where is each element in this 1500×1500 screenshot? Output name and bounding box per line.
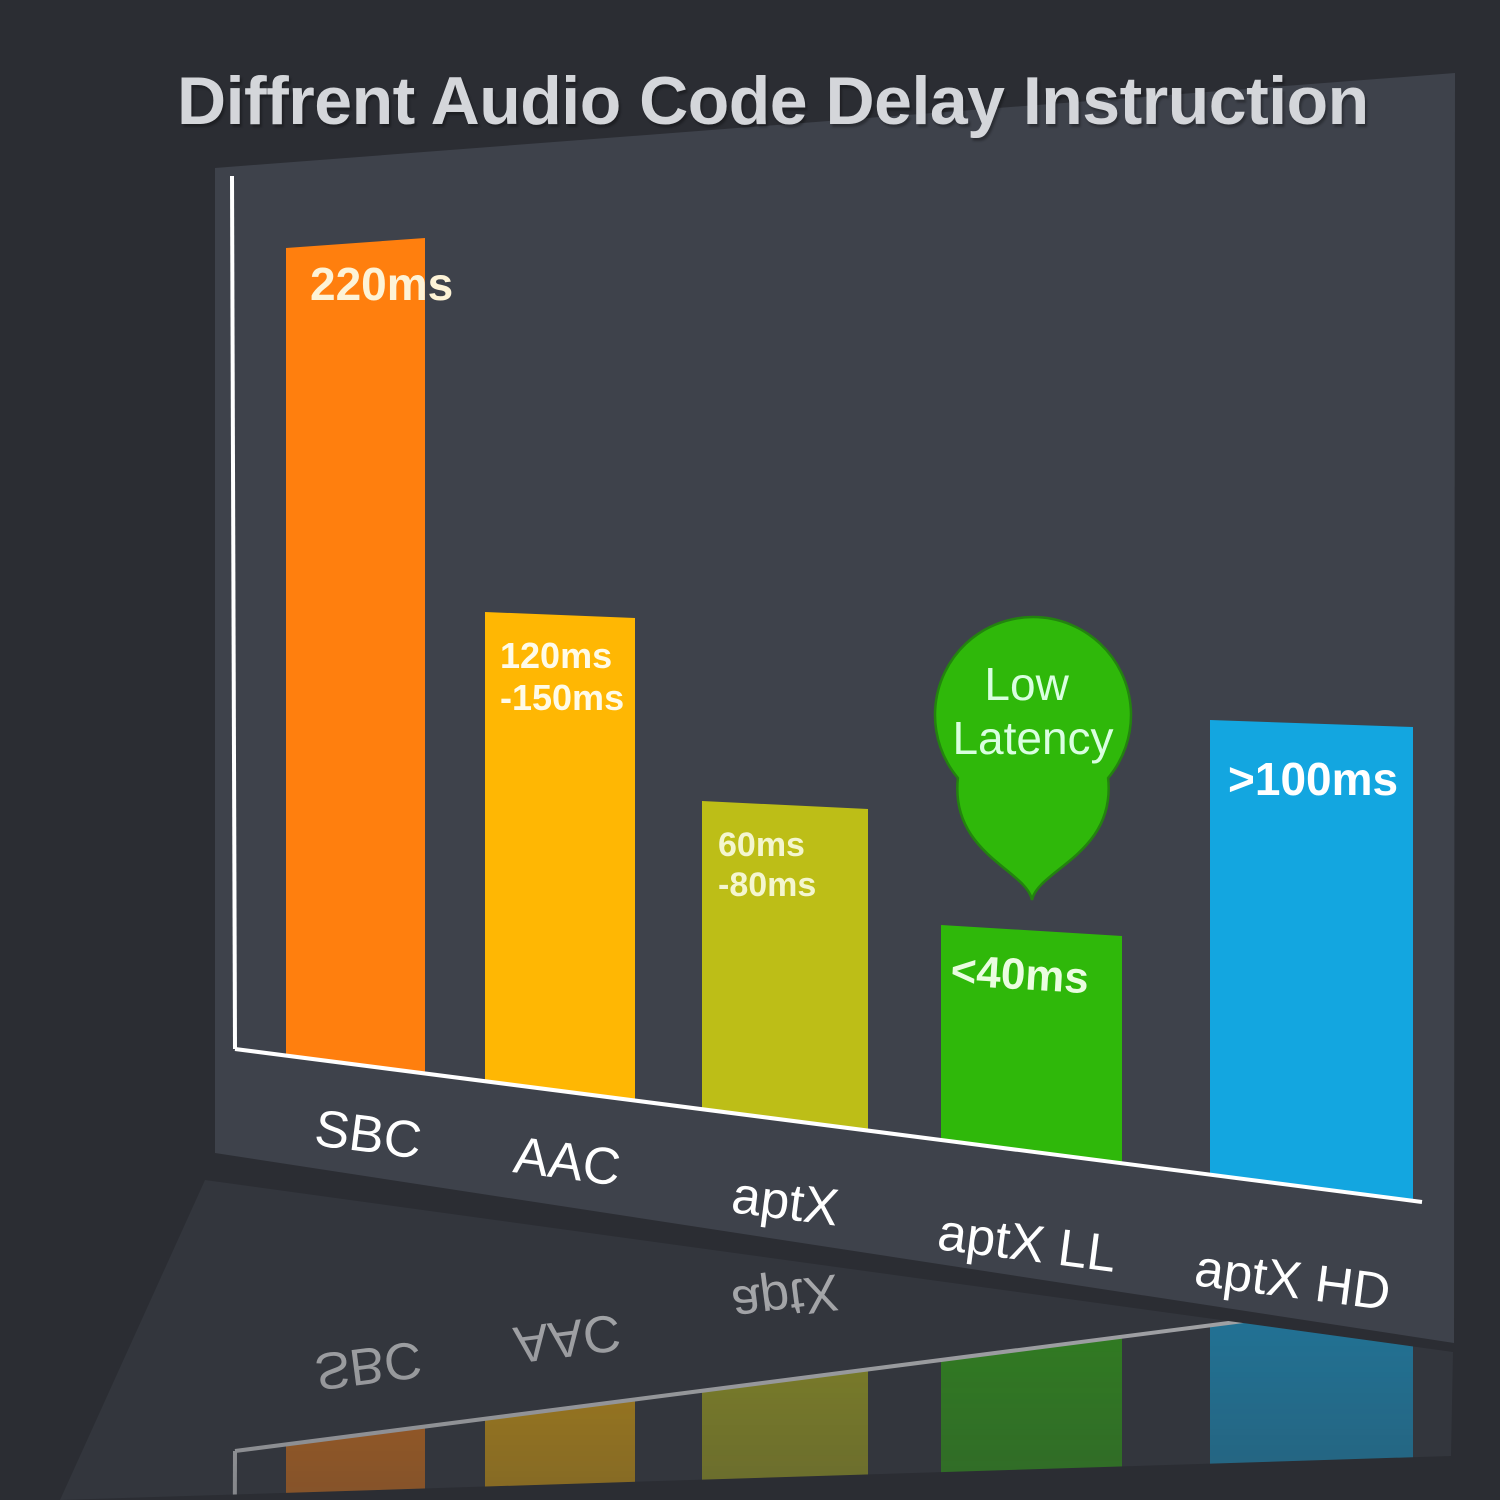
svg-text:SBC: SBC bbox=[311, 1099, 424, 1170]
svg-text:220ms: 220ms bbox=[310, 258, 453, 310]
svg-text:aptX HD: aptX HD bbox=[1191, 1239, 1393, 1322]
svg-text:aptX: aptX bbox=[728, 1166, 842, 1237]
svg-text:120ms: 120ms bbox=[500, 635, 612, 676]
svg-text:-80ms: -80ms bbox=[718, 866, 816, 904]
svg-text:AAC: AAC bbox=[510, 1126, 623, 1197]
svg-text:>100ms: >100ms bbox=[1228, 753, 1398, 805]
svg-text:aptX LL: aptX LL bbox=[934, 1203, 1119, 1283]
svg-text:60ms: 60ms bbox=[718, 826, 805, 864]
svg-text:<40ms: <40ms bbox=[949, 946, 1090, 1003]
svg-text:-150ms: -150ms bbox=[500, 677, 624, 718]
